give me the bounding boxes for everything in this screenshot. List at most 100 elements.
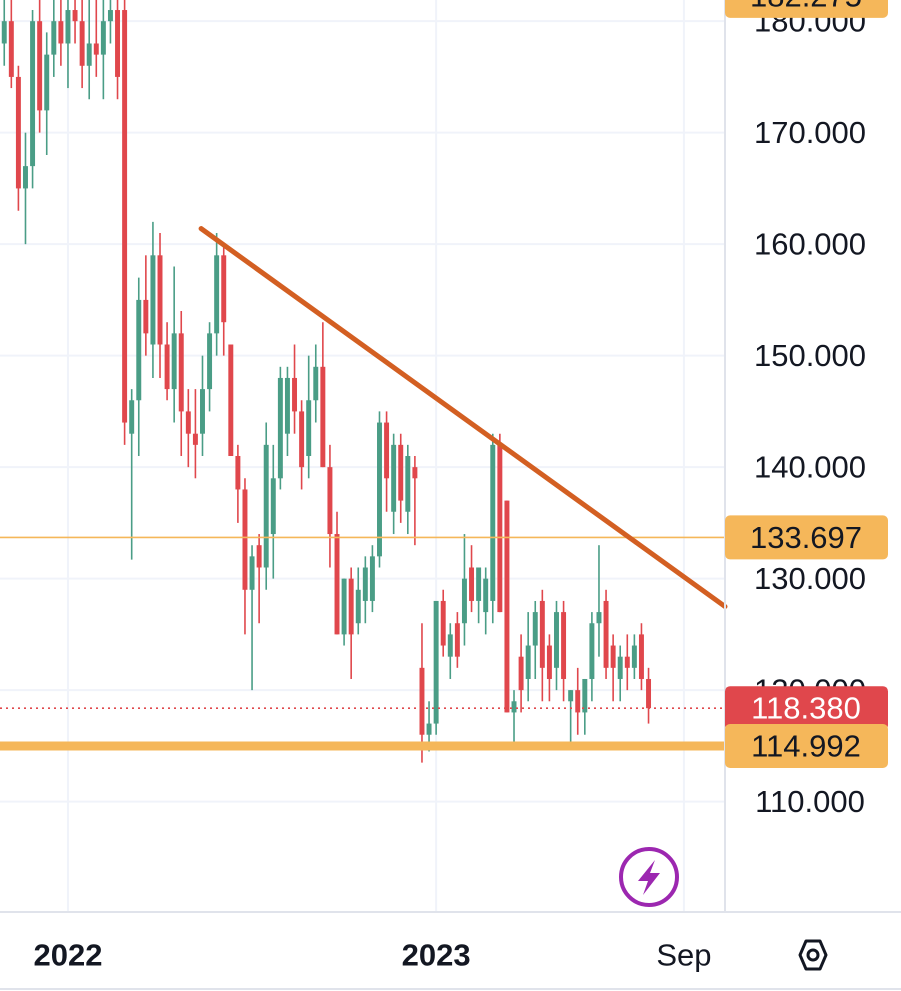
candle-body	[270, 478, 276, 535]
candle-body	[93, 43, 99, 55]
lightning-button[interactable]	[619, 847, 679, 907]
candle-body	[497, 444, 503, 613]
candle-body	[100, 21, 106, 55]
price-label: 182.275	[750, 0, 862, 13]
candle-body	[412, 467, 418, 479]
candle-body	[447, 634, 453, 657]
candle-body	[391, 444, 397, 512]
candle-body	[433, 600, 439, 724]
candle-body	[511, 701, 517, 713]
candle-body	[483, 578, 489, 613]
candle-body	[30, 21, 36, 167]
candle-body	[341, 578, 347, 635]
candle-body	[72, 10, 78, 22]
candle-body	[235, 456, 241, 490]
candle-body	[207, 333, 213, 390]
candle-body	[575, 690, 581, 713]
y-tick-label: 170.000	[754, 115, 866, 150]
candle-body	[377, 422, 382, 557]
candle-body	[263, 444, 269, 568]
candle-body	[292, 377, 298, 412]
candle-body	[256, 545, 262, 568]
settings-button[interactable]	[798, 939, 828, 971]
candle-body	[284, 377, 290, 434]
price-label-box	[725, 723, 888, 768]
candle-body	[603, 600, 609, 668]
price-label: 133.697	[750, 520, 862, 555]
hexagon-dot[interactable]	[806, 948, 820, 962]
candle-body	[150, 255, 156, 345]
candle-body	[398, 444, 404, 501]
candle-body	[65, 10, 71, 44]
candle-body	[348, 578, 354, 635]
x-tick-label: 2022	[33, 938, 102, 973]
candle-body	[546, 645, 552, 679]
candle-body	[164, 344, 170, 390]
candle-body	[469, 567, 475, 601]
candle-body	[51, 21, 57, 55]
price-label-box	[725, 0, 888, 18]
candle-body	[624, 656, 630, 668]
candle-body	[122, 10, 128, 423]
candle-body	[185, 411, 191, 434]
candle-body	[228, 344, 234, 456]
y-tick-label: 150.000	[754, 338, 866, 373]
price-label-box	[725, 686, 888, 731]
candle-body	[214, 255, 220, 334]
candle-body	[8, 21, 14, 77]
candle-body	[171, 333, 177, 390]
candle-body	[355, 589, 361, 624]
candle-body	[440, 600, 446, 646]
x-tick-label: 2023	[402, 938, 471, 973]
y-tick-label: 130.000	[754, 561, 866, 596]
candle-body	[58, 21, 64, 44]
candle-body	[610, 645, 616, 668]
candle-body	[306, 400, 312, 456]
candle-body	[136, 299, 142, 401]
price-label: 114.992	[751, 728, 861, 763]
candle-body	[405, 456, 411, 512]
candle-body	[362, 567, 368, 601]
candle-body	[568, 690, 574, 702]
price-label-box	[725, 515, 888, 560]
candle-body	[334, 534, 340, 635]
candle-body	[554, 612, 559, 668]
candle-body	[115, 10, 121, 77]
candle-body	[454, 623, 460, 657]
candle-body	[200, 389, 205, 434]
candle-body	[384, 422, 390, 479]
candle-body	[419, 667, 425, 735]
candle-body	[242, 489, 248, 590]
plot	[0, 0, 728, 763]
candle-body	[86, 43, 92, 66]
candle-body	[617, 656, 623, 679]
lightning-icon[interactable]	[638, 860, 660, 895]
candle-body	[313, 366, 319, 401]
candle-body	[589, 623, 595, 679]
candle-body	[426, 723, 432, 735]
candle-body	[476, 567, 482, 601]
candle-body	[369, 556, 375, 601]
candle-body	[646, 678, 652, 709]
candle-body	[129, 400, 135, 434]
candle-body	[327, 467, 333, 535]
grid	[0, 0, 725, 912]
candle-body	[638, 634, 644, 679]
candle-body	[249, 556, 255, 590]
candle-body	[23, 166, 28, 189]
candle-body	[44, 54, 50, 111]
candle-body	[143, 299, 149, 334]
candle-body	[192, 433, 198, 445]
y-tick-label: 110.000	[755, 784, 865, 819]
candle-body	[107, 10, 113, 22]
candle-body	[532, 612, 538, 646]
x-tick-label: Sep	[656, 938, 711, 973]
hexagon-icon[interactable]	[798, 939, 828, 971]
candle-body	[596, 612, 602, 624]
candle-body	[320, 366, 326, 468]
candle-body	[504, 500, 510, 713]
candle-body	[221, 255, 227, 323]
price-label: 118.380	[751, 691, 861, 726]
candle-body	[539, 600, 545, 668]
